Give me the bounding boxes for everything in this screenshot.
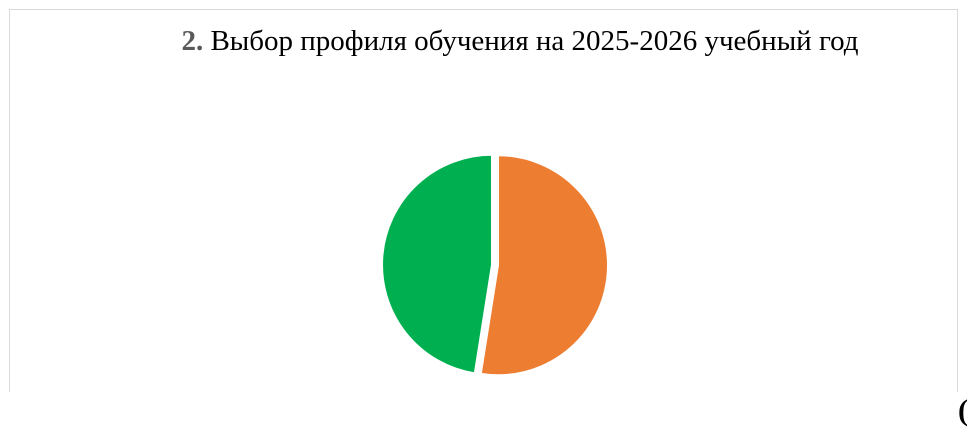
overflow-text-fragment: (: [958, 394, 968, 427]
chart-title-number: 2.: [181, 25, 204, 57]
chart-frame: 2. Выбор профиля обучения на 2025-2026 у…: [9, 9, 958, 392]
pie-chart: [381, 153, 609, 377]
pie-slice-0: [479, 154, 609, 377]
pie-slice-1: [381, 153, 494, 375]
chart-title-text: Выбор профиля обучения на 2025-2026 учеб…: [210, 25, 859, 57]
chart-title: 2. Выбор профиля обучения на 2025-2026 у…: [170, 22, 870, 60]
